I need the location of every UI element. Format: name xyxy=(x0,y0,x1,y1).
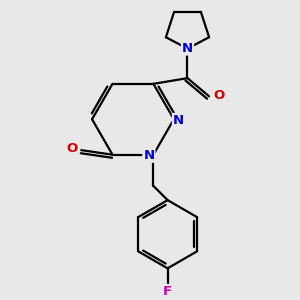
Text: F: F xyxy=(163,285,172,298)
Text: O: O xyxy=(67,142,78,155)
Text: N: N xyxy=(182,41,193,55)
Text: O: O xyxy=(214,89,225,102)
Text: N: N xyxy=(173,114,184,127)
Text: N: N xyxy=(143,149,155,162)
